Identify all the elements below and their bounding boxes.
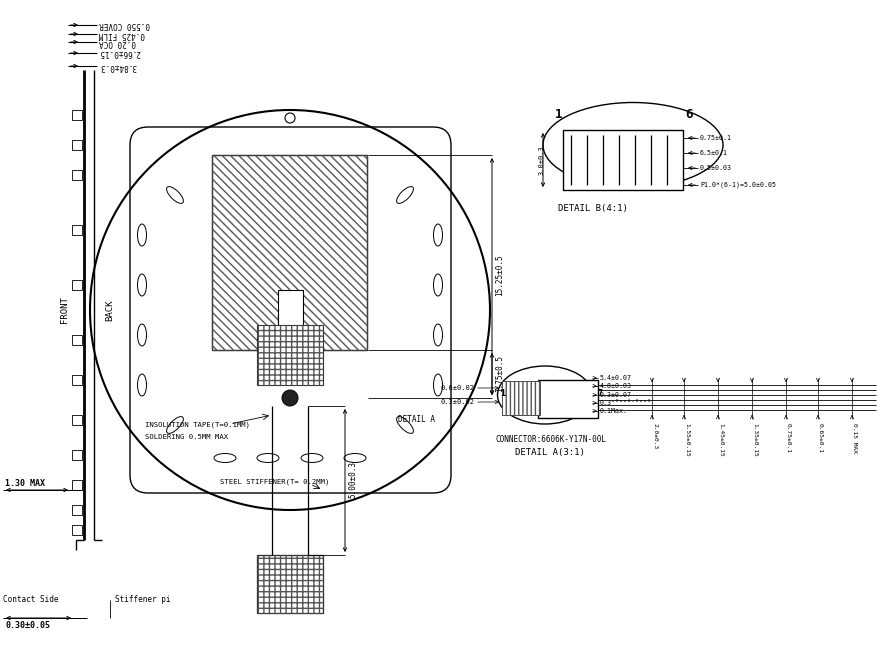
- Text: Stiffener pi: Stiffener pi: [115, 596, 171, 605]
- Text: Contact Side: Contact Side: [3, 596, 58, 605]
- Bar: [278, 290, 303, 350]
- Text: CONNECTOR:6606K-Y17N-00L: CONNECTOR:6606K-Y17N-00L: [495, 435, 606, 444]
- Text: STEEL STIFFENER(T= 0.2MM): STEEL STIFFENER(T= 0.2MM): [220, 479, 329, 485]
- Text: 0.30±0.05: 0.30±0.05: [5, 621, 50, 630]
- Bar: [502, 381, 540, 415]
- Bar: [72, 280, 82, 290]
- Text: 7: 7: [598, 388, 603, 397]
- Text: BACK: BACK: [106, 299, 114, 321]
- Text: 0.1Max.: 0.1Max.: [600, 408, 628, 414]
- Bar: [502, 381, 540, 415]
- Text: 0.3±0.02: 0.3±0.02: [440, 399, 474, 405]
- Text: SOLDERING 0.5MM MAX: SOLDERING 0.5MM MAX: [145, 434, 228, 440]
- Bar: [257, 555, 323, 613]
- Text: 0.20 OCA: 0.20 OCA: [99, 37, 136, 47]
- Bar: [72, 450, 82, 460]
- Text: DETAIL B(4:1): DETAIL B(4:1): [558, 203, 627, 213]
- Bar: [72, 110, 82, 120]
- Bar: [212, 155, 367, 350]
- Text: 0.550 COVER: 0.550 COVER: [99, 21, 150, 30]
- Bar: [257, 555, 323, 613]
- Bar: [212, 155, 367, 350]
- Text: 1.35±0.15: 1.35±0.15: [752, 423, 757, 457]
- Text: 3.0±0.3: 3.0±0.3: [539, 145, 545, 175]
- Text: 5.4±0.07: 5.4±0.07: [600, 375, 632, 381]
- Text: 0.3⁺⁰ᵒᵒ⁴⁻⁰ᵒᵒ³: 0.3⁺⁰ᵒᵒ⁴⁻⁰ᵒᵒ³: [600, 400, 652, 406]
- Text: 0.75±0.1: 0.75±0.1: [786, 423, 791, 453]
- Bar: [563, 130, 683, 190]
- Text: 0.5±0.03: 0.5±0.03: [700, 165, 732, 171]
- Text: 2.66±0.15: 2.66±0.15: [99, 48, 141, 57]
- Text: P1.0*(6-1)=5.0±0.05: P1.0*(6-1)=5.0±0.05: [700, 182, 776, 188]
- Text: 2.0±0.3: 2.0±0.3: [652, 423, 657, 449]
- Text: 5.00±0.3: 5.00±0.3: [348, 461, 357, 499]
- Text: 1: 1: [500, 388, 505, 397]
- Bar: [72, 335, 82, 345]
- Text: 0.425 FILM: 0.425 FILM: [99, 30, 145, 39]
- Bar: [72, 480, 82, 490]
- Text: INSOLUTION TAPE(T=0.1MM): INSOLUTION TAPE(T=0.1MM): [145, 422, 250, 428]
- Text: 6: 6: [685, 109, 693, 121]
- Text: 1.55±0.15: 1.55±0.15: [684, 423, 689, 457]
- Bar: [257, 325, 323, 385]
- Bar: [538, 380, 598, 418]
- Text: 0.6±0.02: 0.6±0.02: [440, 385, 474, 391]
- Text: 4.8±0.03: 4.8±0.03: [600, 383, 632, 389]
- Text: 0.65±0.1: 0.65±0.1: [818, 423, 823, 453]
- Text: EMI: EMI: [276, 315, 294, 325]
- Bar: [72, 170, 82, 180]
- Bar: [72, 140, 82, 150]
- Bar: [72, 415, 82, 425]
- Circle shape: [282, 390, 298, 406]
- Bar: [72, 505, 82, 515]
- Bar: [72, 225, 82, 235]
- Text: 1: 1: [555, 109, 562, 121]
- Text: DETAIL A: DETAIL A: [398, 415, 435, 424]
- Text: 0.75±0.1: 0.75±0.1: [700, 135, 732, 141]
- Text: 15.25±0.5: 15.25±0.5: [495, 254, 504, 296]
- Bar: [72, 525, 82, 535]
- Text: 6.5±0.1: 6.5±0.1: [700, 150, 728, 156]
- Text: 1.45±0.15: 1.45±0.15: [718, 423, 723, 457]
- Text: 1.75±0.5: 1.75±0.5: [495, 355, 504, 393]
- Text: 3.84±0.3: 3.84±0.3: [99, 61, 136, 70]
- Bar: [72, 375, 82, 385]
- Text: FRONT: FRONT: [60, 297, 69, 324]
- Text: 1.30 MAX: 1.30 MAX: [5, 479, 45, 488]
- Bar: [257, 325, 323, 385]
- Text: 0.15 MAX: 0.15 MAX: [852, 423, 857, 453]
- Text: DETAIL A(3:1): DETAIL A(3:1): [515, 448, 585, 457]
- Text: 0.3±0.07: 0.3±0.07: [600, 392, 632, 398]
